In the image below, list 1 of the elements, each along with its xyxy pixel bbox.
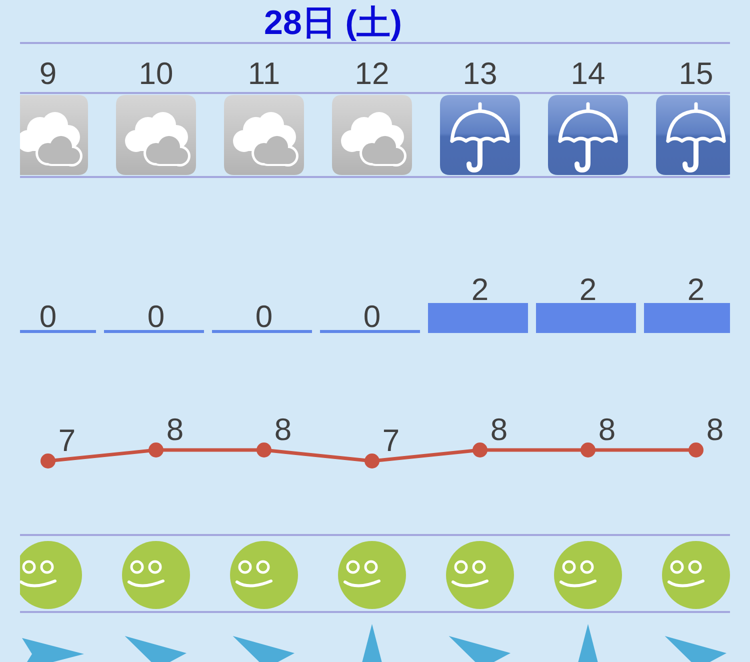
title: 28日 (土)	[264, 4, 402, 42]
